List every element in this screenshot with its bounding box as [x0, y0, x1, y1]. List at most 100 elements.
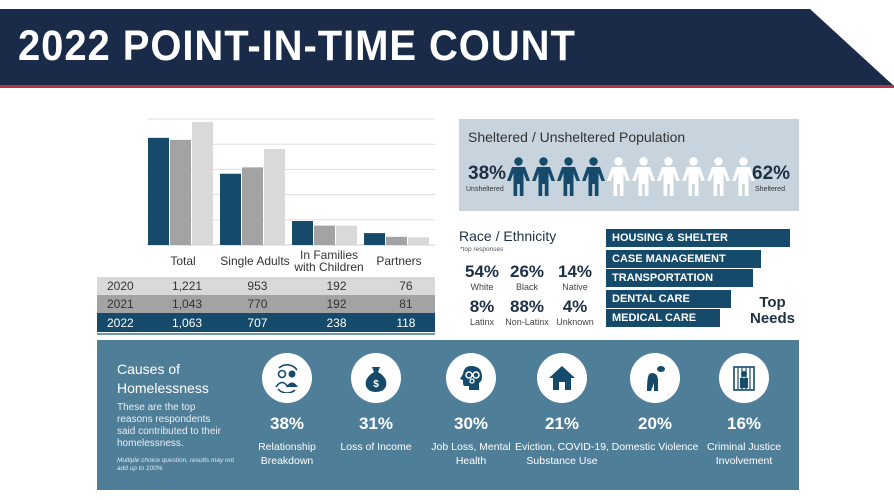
race-stat: 4% Unknown [552, 297, 598, 327]
cause-item: 30% Job Loss, Mental Health [421, 353, 521, 468]
sheltered-panel: Sheltered / Unsheltered Population 38% U… [459, 119, 799, 211]
bar-2021-0 [170, 139, 191, 245]
cause-pct: 31% [358, 414, 394, 433]
value-cell: 1,043 [172, 297, 203, 311]
race-label: Native [562, 282, 588, 292]
cause-item: 38% Relationship Breakdown [237, 353, 337, 468]
year-cell: 2021 [107, 297, 134, 311]
cause-label: Eviction, COVID-19, Substance Use [515, 441, 609, 467]
race-label: Black [515, 282, 538, 292]
cause-label: Relationship Breakdown [258, 441, 316, 467]
causes-title-line1: Causes of [117, 361, 181, 377]
person-icon [507, 157, 530, 196]
value-cell: 953 [247, 279, 268, 293]
top-needs-line1: Top [759, 294, 786, 311]
person-icon [582, 157, 605, 196]
category-label: Single Adults [220, 254, 290, 268]
bar-2022-2 [292, 221, 313, 245]
top-needs-line2: Needs [749, 310, 796, 327]
value-cell: 192 [326, 279, 347, 293]
race-title: Race / Ethnicity [459, 228, 557, 244]
bar-2021-2 [314, 225, 335, 245]
bar-2021-3 [386, 236, 407, 245]
need-bar: DENTAL CARE [606, 290, 732, 308]
person-icon [657, 157, 680, 196]
causes-panel: Causes of Homelessness These are the top … [97, 340, 799, 490]
cause-item: 16% Criminal Justice Involvement [694, 353, 794, 468]
need-bar: TRANSPORTATION [606, 269, 754, 287]
race-pct: 54% [464, 262, 500, 281]
distressed-person-icon [630, 353, 680, 403]
cause-pct: 21% [544, 414, 580, 433]
cause-label: Criminal Justice Involvement [706, 441, 782, 467]
cause-item: $31% Loss of Income [326, 353, 426, 454]
person-icon [632, 157, 655, 196]
causes-title-line2: Homelessness [117, 380, 209, 396]
sheltered-label: Sheltered [755, 186, 785, 193]
page-title: 2022 POINT-IN-TIME COUNT [18, 22, 576, 70]
causes-description: These are the top reasons respondents sa… [117, 402, 221, 449]
cause-label: Domestic Violence [611, 441, 699, 453]
cause-pct: 30% [453, 414, 489, 433]
bar-2020-3 [408, 237, 429, 245]
bar-2020-0 [192, 121, 213, 245]
bar-2022-3 [364, 233, 385, 245]
jail-icon [719, 353, 769, 403]
race-label: Latinx [469, 317, 495, 327]
race-label: Non-Latinx [505, 317, 549, 327]
value-cell: 192 [326, 297, 347, 311]
value-cell: 707 [247, 315, 268, 330]
unsheltered-pct: 38% [468, 163, 507, 184]
person-icon [557, 157, 580, 196]
race-label: Unknown [556, 317, 594, 327]
table-row: 2022 1,063 707 238 118 [97, 313, 435, 332]
data-table: 2020 1,221 953 192 76 2021 1,043 770 192 81 2022 1,… [97, 277, 435, 335]
race-pct: 14% [557, 262, 593, 281]
bar-2020-1 [264, 148, 285, 245]
race-stat: 26% Black [504, 262, 550, 292]
race-stat: 8% Latinx [459, 297, 505, 327]
race-pct: 4% [562, 297, 588, 316]
value-cell: 76 [399, 279, 413, 293]
money-bag-icon: $ [351, 353, 401, 403]
causes-footnote: Multiple choice question, results may no… [117, 457, 235, 472]
cause-pct: 38% [269, 414, 305, 433]
sheltered-pct: 62% [752, 163, 791, 184]
person-icon [532, 157, 555, 196]
table-underline [97, 333, 435, 335]
person-icon [607, 157, 630, 196]
race-stat: 54% White [459, 262, 505, 292]
bar-2022-1 [220, 173, 241, 245]
top-needs-title: Top Needs [745, 295, 800, 327]
value-cell: 238 [326, 315, 347, 330]
causes-title: Causes of Homelessness [117, 360, 209, 398]
race-stat: 88% Non-Latinx [504, 297, 550, 327]
value-cell: 81 [399, 297, 413, 311]
category-label: In Families with Children [294, 248, 364, 274]
bar-chart: Total Single Adults In Families with Child… [97, 110, 437, 274]
bar-2021-1 [242, 167, 263, 245]
cause-pct: 20% [637, 414, 673, 433]
race-label: White [470, 282, 494, 292]
person-icon [682, 157, 705, 196]
value-cell: 770 [247, 297, 268, 311]
header-banner [0, 9, 894, 88]
sheltered-title: Sheltered / Unsheltered Population [468, 129, 686, 145]
value-cell: 118 [396, 315, 416, 330]
race-pct: 26% [509, 262, 545, 281]
bar-2022-0 [148, 137, 169, 245]
unsheltered-label: Unsheltered [466, 186, 504, 193]
race-note: *top responses [460, 246, 504, 253]
head-gears-icon [446, 353, 496, 403]
race-pct: 88% [509, 297, 545, 316]
cause-label: Loss of Income [340, 441, 412, 453]
relationship-icon [262, 353, 312, 403]
year-cell: 2020 [107, 279, 134, 293]
cause-label: Job Loss, Mental Health [431, 441, 511, 467]
need-bar: MEDICAL CARE [606, 309, 721, 327]
value-cell: 1,063 [172, 315, 203, 330]
svg-text:$: $ [373, 379, 379, 390]
race-ethnicity: Race / Ethnicity *top responses 54% White… [459, 228, 604, 333]
value-cell: 1,221 [172, 279, 203, 293]
year-cell: 2022 [107, 315, 134, 330]
